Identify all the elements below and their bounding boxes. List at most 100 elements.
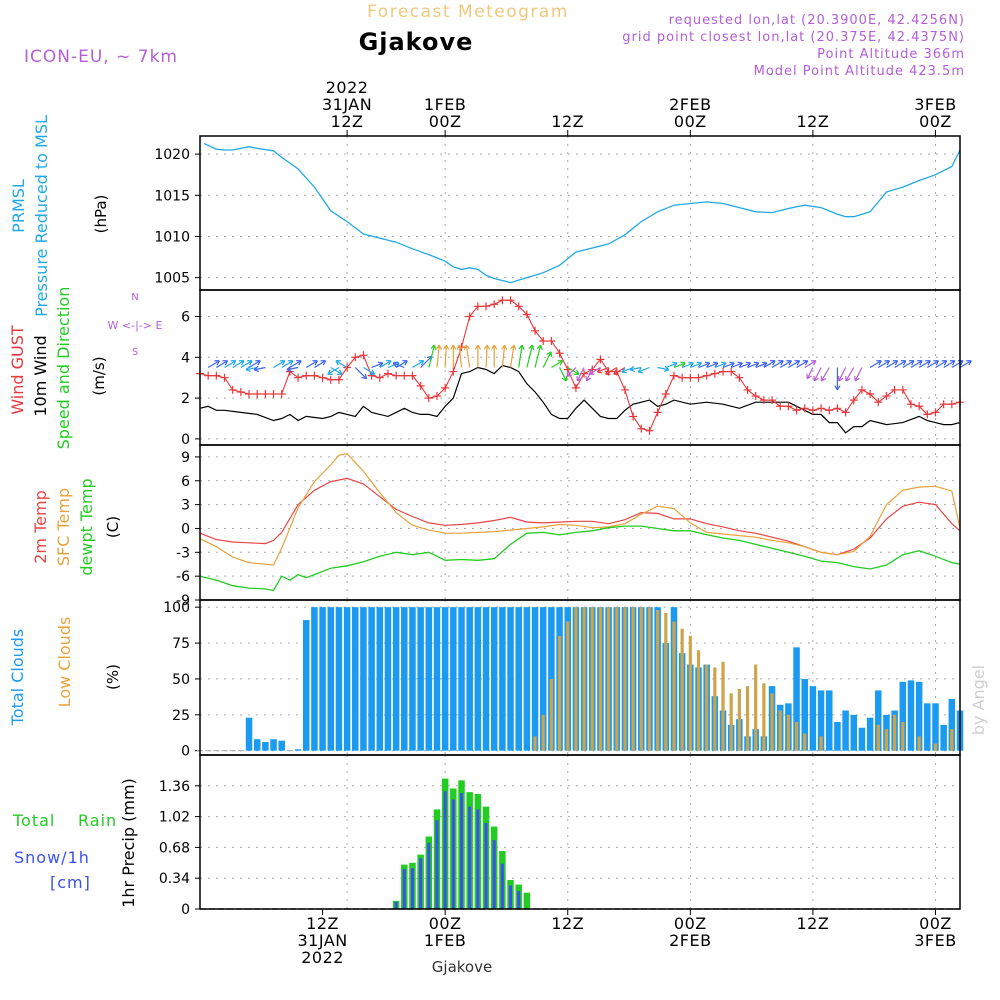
- wind-arrow: [681, 362, 694, 369]
- gust-marker: [906, 400, 915, 409]
- wind-arrow-head: [279, 360, 286, 366]
- wind-arrow: [605, 366, 618, 375]
- wind-arrow: [240, 360, 253, 369]
- total-cloud-bar: [499, 607, 506, 751]
- gust-marker: [359, 351, 368, 360]
- gust-marker: [686, 373, 695, 382]
- total-cloud-bar: [360, 607, 367, 751]
- total-cloud-bar: [450, 607, 457, 751]
- total-cloud-bar: [793, 647, 800, 751]
- wind-arrow: [730, 362, 743, 369]
- precip-total-label: Total: [12, 811, 55, 830]
- total-cloud-bar: [335, 607, 343, 751]
- gust-marker: [571, 383, 580, 392]
- wind-arrow: [943, 360, 956, 369]
- wind-label-2: 10m Wind: [31, 335, 50, 416]
- top-x-label: 31JAN: [322, 95, 372, 114]
- wind-arrow-head: [456, 344, 463, 350]
- wind-arrow-head: [770, 360, 776, 366]
- wind-arrow-head: [385, 360, 392, 366]
- low-cloud-bar: [688, 635, 692, 751]
- wind-arrow-head: [588, 369, 595, 375]
- gust-marker: [629, 412, 638, 421]
- gust-marker: [539, 336, 548, 345]
- gust-marker: [424, 394, 433, 403]
- temp-label-1: 2m Temp: [31, 490, 50, 564]
- total-cloud-bar: [294, 749, 302, 751]
- wind-arrow: [588, 366, 601, 375]
- wind-arrow: [918, 360, 931, 369]
- top-x-label: 00Z: [674, 112, 707, 131]
- gust-marker: [678, 373, 687, 382]
- low-cloud-bar: [639, 607, 643, 751]
- wind-arrow: [335, 360, 348, 369]
- bottom-x-label: 12Z: [306, 914, 339, 933]
- wind-arrow: [838, 367, 847, 382]
- total-cloud-bar: [507, 607, 514, 751]
- gust-marker: [253, 390, 262, 399]
- wind-unit: (m/s): [90, 356, 108, 395]
- wind-arrow: [363, 366, 375, 375]
- total-cloud-bar: [948, 699, 956, 751]
- total-cloud-bar: [915, 681, 923, 751]
- wind-arrow-head: [247, 360, 253, 366]
- wind-arrow: [526, 344, 534, 368]
- gust-marker: [375, 373, 384, 382]
- y-tick-label: 2: [181, 391, 190, 407]
- wind-arrow: [927, 360, 939, 369]
- credit: by Angel: [969, 665, 988, 735]
- temp-label-3: dewpt Temp: [77, 478, 96, 575]
- wind-arrow-head: [933, 360, 940, 366]
- wind-arrow-head: [245, 365, 251, 372]
- y-tick-label: 3: [181, 498, 190, 514]
- y-tick-label: 0.68: [159, 840, 190, 856]
- total-cloud-bar: [482, 607, 490, 751]
- low-cloud-bar: [705, 664, 709, 751]
- wind-arrow-head: [501, 344, 508, 350]
- low-cloud-bar: [884, 729, 889, 751]
- wind-arrow-head: [680, 361, 686, 368]
- total-cloud-bar: [368, 607, 375, 751]
- gust-marker: [531, 326, 540, 335]
- wind-arrow-head: [786, 360, 792, 366]
- low-cloud-bar: [607, 607, 611, 751]
- y-tick-label: 1015: [154, 188, 190, 204]
- wind-arrow-head: [802, 360, 809, 366]
- total-cloud-bar: [441, 607, 449, 751]
- wind-arrow: [420, 355, 433, 368]
- y-tick-label: 1005: [154, 271, 190, 287]
- low-cloud-bar: [794, 721, 799, 751]
- bottom-x-label: 00Z: [919, 914, 952, 933]
- wind-arrow: [613, 366, 626, 375]
- top-x-label: 1FEB: [424, 95, 466, 114]
- compass-south: S: [132, 347, 138, 358]
- wind-arrow: [314, 360, 326, 369]
- low-cloud-bar: [754, 664, 758, 751]
- low-cloud-bar: [876, 724, 880, 751]
- wind-arrow-head: [941, 360, 948, 366]
- model-altitude: Model Point Altitude 423.5m: [754, 64, 965, 79]
- top-x-label: 12Z: [551, 112, 584, 131]
- wind-arrow-head: [561, 375, 568, 382]
- precip-rain-label: Rain: [78, 811, 117, 830]
- wind-arrow-head: [230, 360, 237, 366]
- pressure-label-2: Pressure Reduced to MSL: [32, 115, 51, 317]
- gust-marker: [890, 385, 899, 394]
- wind-arrow-head: [737, 361, 743, 368]
- wind-arrow-head: [596, 367, 603, 374]
- wind-arrow: [465, 345, 471, 368]
- gust-marker: [522, 310, 531, 319]
- wind-arrow-head: [557, 360, 564, 366]
- wind-arrow-head: [573, 369, 580, 375]
- gust-marker: [637, 424, 646, 433]
- wind-arrow: [559, 367, 567, 382]
- clouds-label-1: Total Clouds: [8, 629, 27, 727]
- y-tick-label: -6: [176, 569, 190, 585]
- gust-marker: [220, 373, 229, 382]
- wind-arrow-head: [296, 360, 302, 366]
- total-cloud-bar: [866, 717, 874, 751]
- gust-marker: [702, 371, 711, 380]
- temp-dew-line: [199, 525, 961, 592]
- subtitle: Forecast Meteogram: [367, 2, 569, 22]
- wind-arrow: [747, 362, 759, 369]
